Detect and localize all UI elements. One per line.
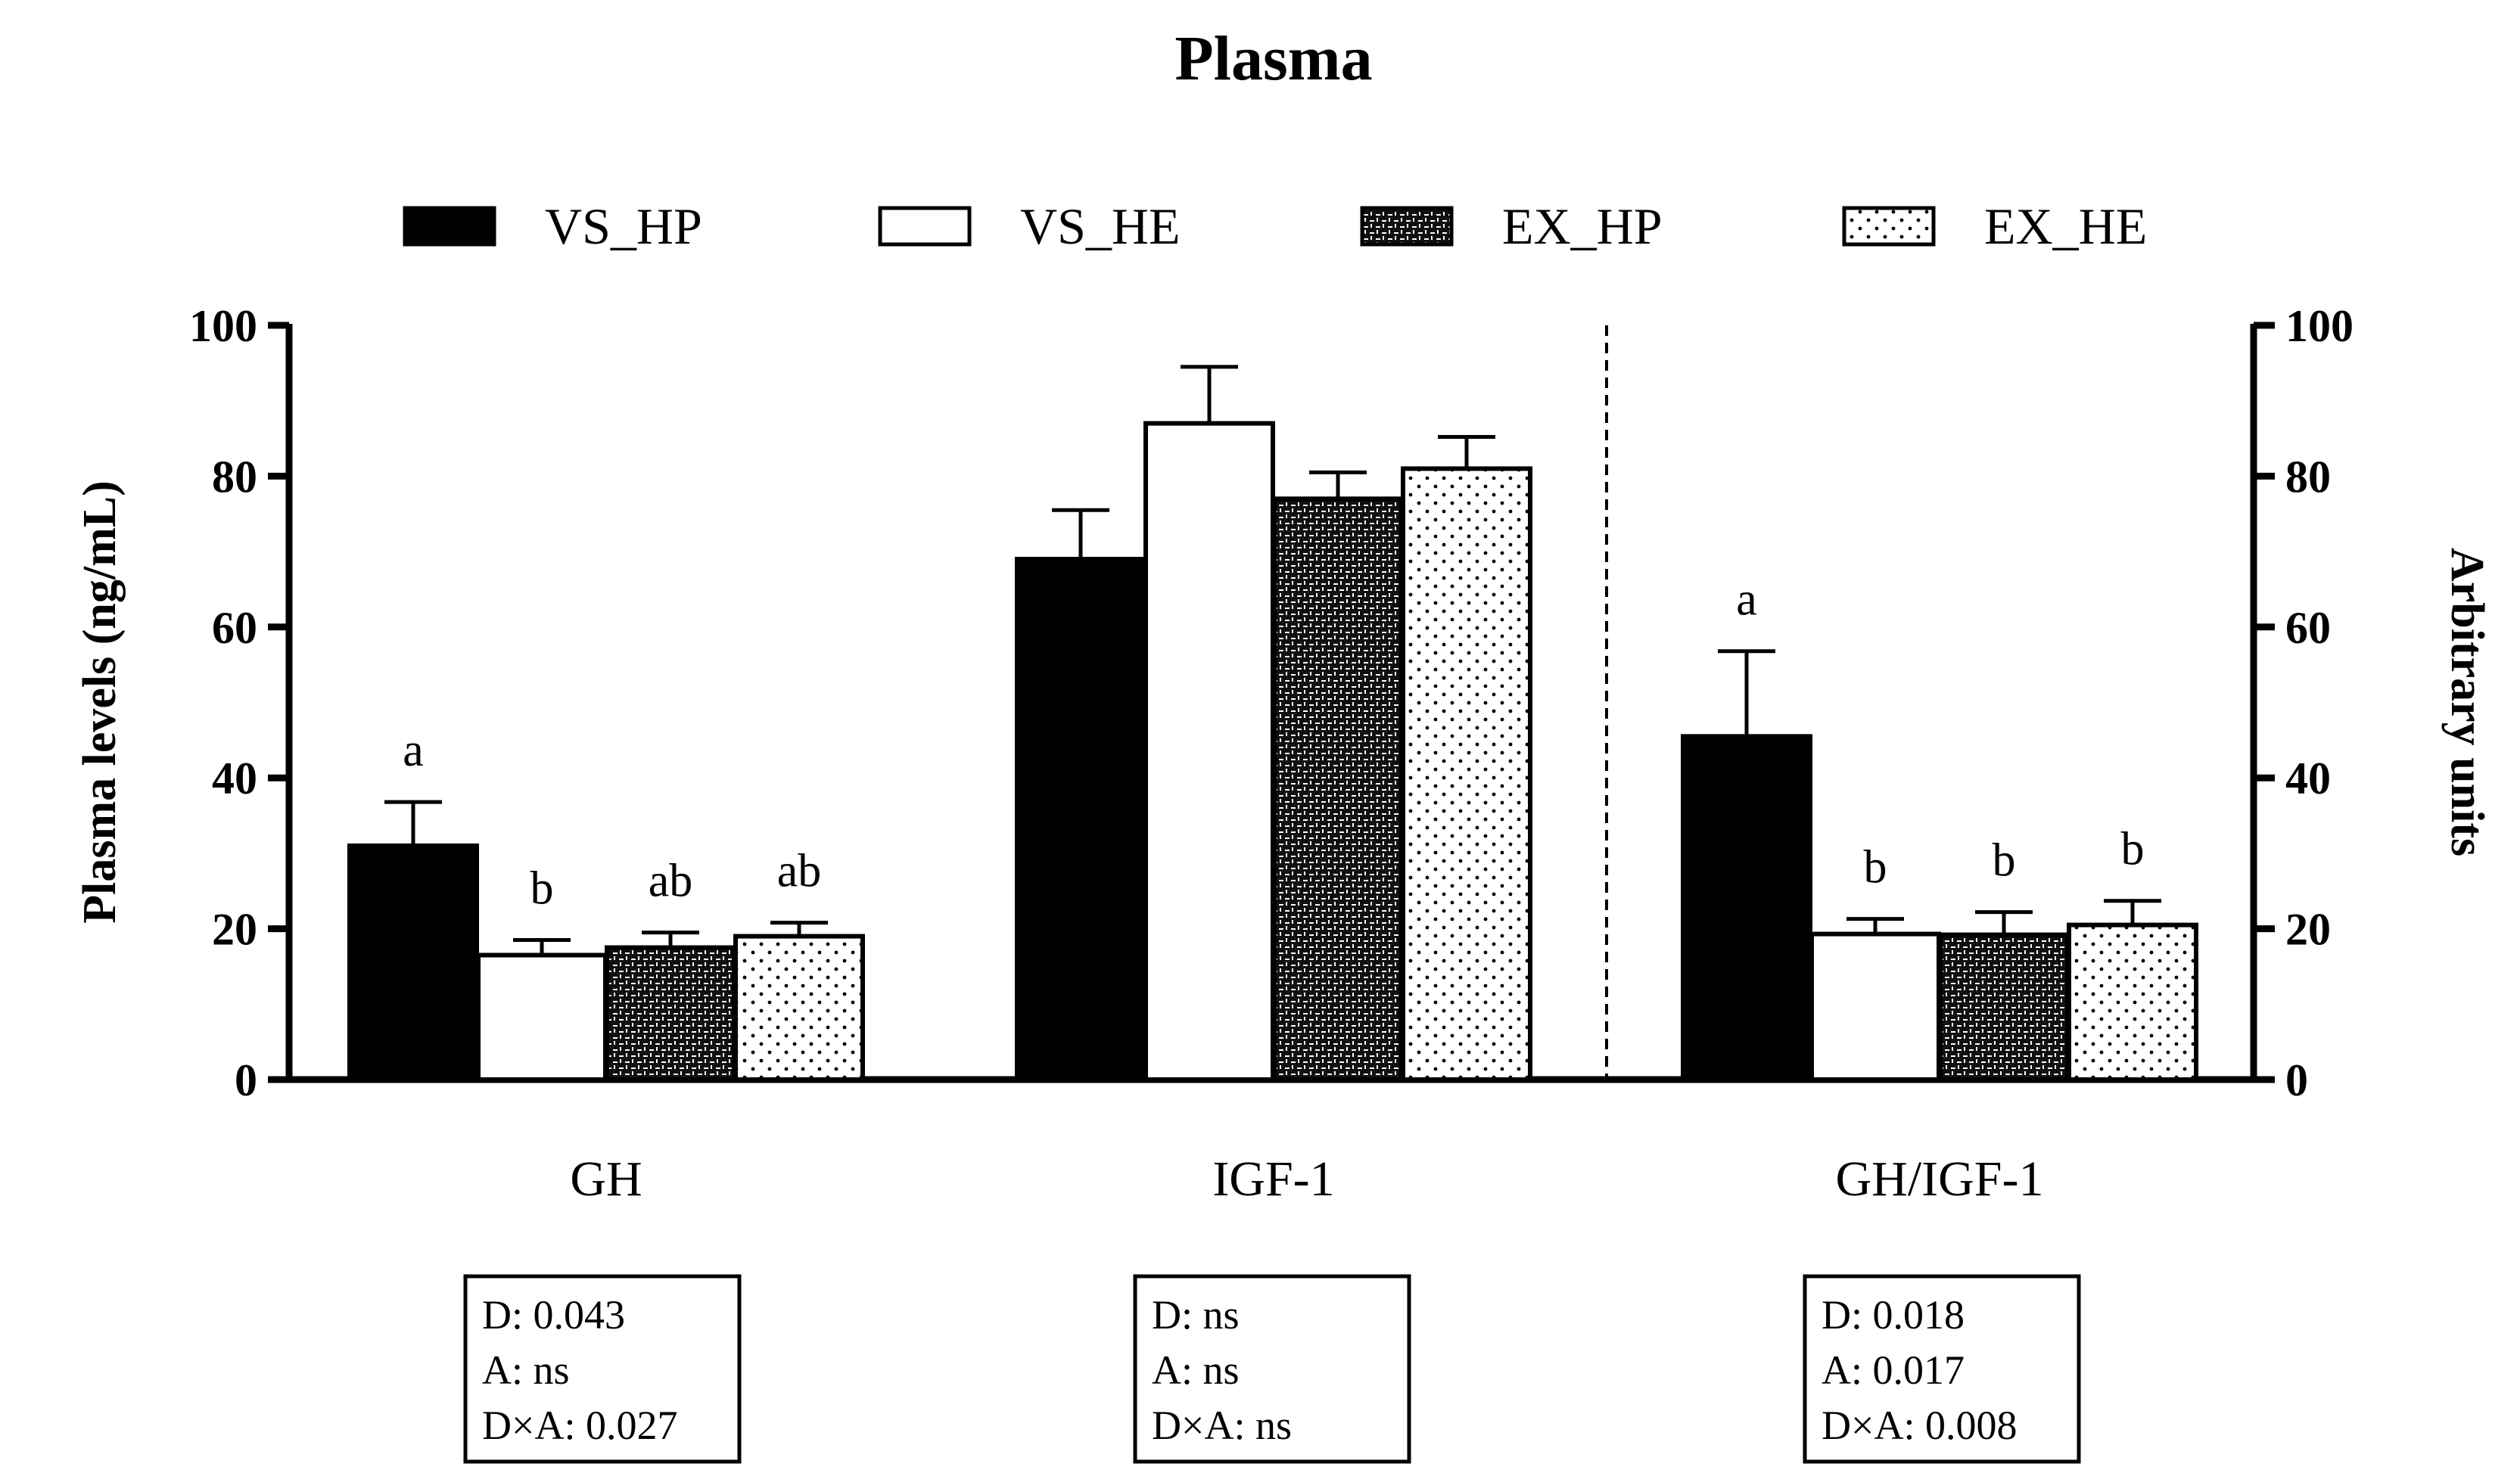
legend: VS_HP VS_HE EX_HP EX_HE: [403, 197, 2147, 255]
y-tick-label-left: 0: [235, 1055, 257, 1105]
legend-label: VS_HP: [545, 197, 702, 255]
legend-swatch: [878, 206, 972, 247]
significance-label: ab: [777, 846, 822, 897]
y-tick-label-right: 100: [2285, 301, 2354, 351]
stats-line: D: ns: [1152, 1292, 1240, 1338]
significance-label: a: [1736, 574, 1757, 626]
bar-ex_he-gh/igf-1: [2067, 922, 2198, 1082]
y-tick-label-left: 20: [212, 905, 257, 955]
bar-vs_he-igf-1: [1143, 421, 1275, 1082]
legend-item-vs_he: VS_HE: [878, 197, 1181, 255]
bar-ex_hp-igf-1: [1272, 496, 1404, 1082]
legend-item-ex_he: EX_HE: [1842, 197, 2147, 255]
legend-swatch: [1842, 206, 1936, 247]
legend-label: VS_HE: [1020, 197, 1181, 255]
chart-title: Plasma: [1174, 23, 1372, 94]
legend-item-vs_hp: VS_HP: [403, 197, 702, 255]
y-tick-label-right: 80: [2285, 452, 2331, 502]
stats-line: D×A: 0.008: [1822, 1403, 2017, 1448]
y-axis-label-left: Plasma levels (ng/mL): [74, 480, 126, 924]
y-tick-label-left: 60: [212, 603, 257, 653]
bar-vs_he-gh/igf-1: [1809, 931, 1941, 1082]
bar-ex_hp-gh/igf-1: [1938, 932, 2070, 1083]
stats-line: A: ns: [482, 1347, 570, 1393]
bar-ex_he-igf-1: [1401, 466, 1532, 1082]
bar-vs_hp-gh: [347, 843, 479, 1083]
bar-vs_hp-igf-1: [1015, 557, 1146, 1082]
bar-ex_hp-gh: [605, 945, 736, 1083]
y-tick-label-left: 100: [189, 301, 257, 351]
category-label: GH/IGF-1: [1836, 1151, 2044, 1207]
bar-vs_hp-gh/igf-1: [1681, 734, 1812, 1082]
y-tick-label-right: 40: [2285, 754, 2331, 803]
stats-line: D: 0.043: [482, 1292, 625, 1338]
y-tick-label-right: 20: [2285, 905, 2331, 955]
bars: aab bab bab b: [347, 365, 2198, 1083]
significance-label: b: [1864, 842, 1887, 893]
bar-ex_he-gh: [733, 934, 865, 1082]
significance-label: a: [403, 725, 424, 776]
significance-label: b: [530, 863, 554, 915]
bar-vs_he-gh: [476, 952, 608, 1082]
y-axis-label-right: Arbitrary units: [2441, 548, 2493, 856]
significance-label: b: [1993, 835, 2016, 887]
legend-swatch: [1360, 206, 1454, 247]
category-label: GH: [570, 1151, 642, 1207]
stats-boxes: D: 0.043 A: ns D×A: 0.027 D: ns A: ns D×A: ns…: [463, 1274, 2081, 1464]
stats-line: D: 0.018: [1822, 1292, 1965, 1338]
stats-box-gh/igf-1: D: 0.018 A: 0.017 D×A: 0.008: [1803, 1274, 2081, 1464]
legend-label: EX_HE: [1984, 197, 2147, 255]
stats-box-border: [1803, 1274, 2081, 1464]
legend-label: EX_HP: [1502, 197, 1663, 255]
y-tick-label-right: 0: [2285, 1055, 2308, 1105]
significance-label: ab: [649, 856, 693, 907]
y-tick-label-left: 80: [212, 452, 257, 502]
stats-line: A: ns: [1152, 1347, 1240, 1393]
stats-box-border: [1133, 1274, 1411, 1464]
labels: GH IGF-1 GH/IGF-1: [570, 1151, 2043, 1207]
legend-item-ex_hp: EX_HP: [1360, 197, 1663, 255]
y-tick-label-left: 40: [212, 754, 257, 803]
stats-line: D×A: ns: [1152, 1403, 1292, 1448]
stats-box-border: [463, 1274, 742, 1464]
category-label: IGF-1: [1212, 1151, 1334, 1207]
stats-line: A: 0.017: [1822, 1347, 1965, 1393]
legend-swatch: [403, 206, 496, 247]
stats-line: D×A: 0.027: [482, 1403, 677, 1448]
significance-label: b: [2121, 824, 2145, 875]
y-tick-label-right: 60: [2285, 603, 2331, 653]
stats-box-igf-1: D: ns A: ns D×A: ns: [1133, 1274, 1411, 1464]
stats-box-gh: D: 0.043 A: ns D×A: 0.027: [463, 1274, 742, 1464]
